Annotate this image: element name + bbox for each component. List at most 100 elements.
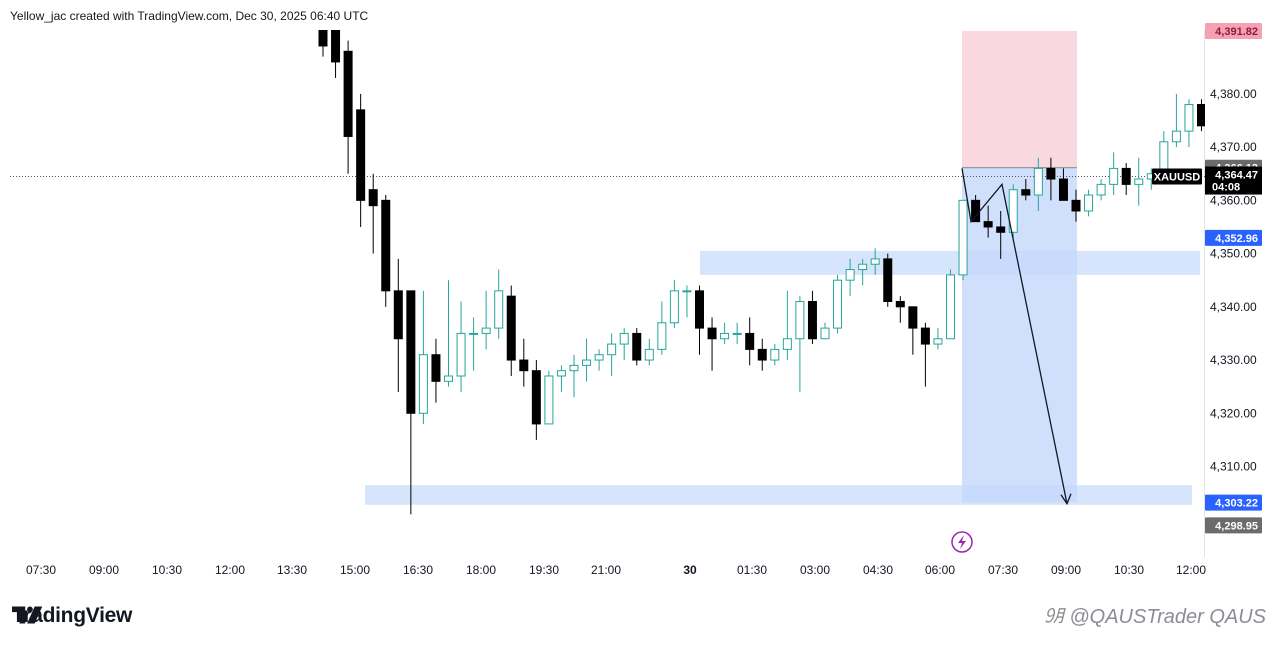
x-tick-label: 04:30 [863, 563, 893, 577]
candle-body [757, 348, 767, 361]
stop-price-tag-bg [1205, 22, 1262, 39]
candle-body [895, 300, 905, 308]
candle-body [431, 354, 441, 382]
candle-body [1021, 189, 1031, 196]
candle-body [632, 332, 642, 361]
candle [481, 290, 491, 350]
candle [343, 40, 353, 174]
candle [946, 269, 955, 340]
candle [607, 333, 617, 377]
x-tick-label: 15:00 [340, 563, 370, 577]
candle-body [946, 274, 955, 340]
target-price-tag-bg [1205, 494, 1262, 511]
candlestick-chart[interactable]: 4,310.00 4,320.00 4,330.00 4,340.00 4,350.00… [0, 0, 1280, 590]
candle-body [406, 290, 416, 414]
symbol-tag: XAUUSD [1152, 168, 1202, 185]
candle-body [883, 258, 893, 302]
take-profit-zone [962, 167, 1077, 503]
target-price-tag-text: 4,303.22 [1215, 498, 1258, 510]
candle [531, 360, 541, 440]
y-tick-label: 4,310.00 [1210, 460, 1257, 474]
candle [682, 285, 692, 318]
candle [870, 248, 880, 275]
candle [418, 290, 428, 424]
candle-body [519, 359, 529, 372]
candle-body [1121, 167, 1131, 185]
candle-body [582, 359, 592, 366]
stop-loss-zone [962, 30, 1077, 168]
candle-body [669, 290, 679, 324]
x-tick-label: 10:30 [1114, 563, 1144, 577]
candle-body [971, 199, 981, 223]
plot-area [10, 30, 1205, 515]
candle [494, 269, 504, 339]
candle-body [544, 375, 554, 425]
candle [1008, 184, 1018, 238]
candle-body [418, 354, 428, 414]
candle-body [494, 290, 504, 329]
candle-body [393, 290, 403, 340]
y-tick-label: 4,380.00 [1210, 87, 1257, 101]
candle [632, 328, 642, 366]
candle-body [770, 348, 780, 361]
candle [958, 199, 968, 281]
candle [895, 296, 905, 323]
candle-body [1134, 178, 1144, 185]
candle [883, 253, 893, 307]
candle-body [607, 343, 617, 356]
candle-body [556, 370, 566, 377]
candle [556, 365, 566, 392]
candle [1084, 189, 1094, 217]
x-tick-label: 30 [683, 563, 697, 577]
y-tick-label: 4,330.00 [1210, 353, 1257, 367]
candle [845, 258, 855, 297]
candle-body [356, 109, 366, 201]
candle-body [469, 332, 479, 335]
candle [745, 317, 755, 366]
candle-body [1184, 104, 1194, 132]
lightning-bolt-icon [958, 535, 966, 549]
candle [406, 290, 416, 515]
candle-body [331, 30, 341, 63]
candle [1046, 157, 1056, 201]
candle [1096, 179, 1106, 201]
candle [318, 30, 328, 57]
candle [920, 322, 930, 387]
candle [331, 30, 341, 78]
candle [469, 317, 479, 371]
candle [707, 317, 717, 371]
candle [431, 338, 441, 403]
candle-body [1008, 189, 1018, 233]
candle [1184, 99, 1194, 148]
candle [908, 306, 918, 355]
candle [732, 322, 742, 345]
candle-body [456, 332, 466, 377]
candle-body [996, 226, 1006, 233]
y-tick-label: 4,360.00 [1210, 193, 1257, 207]
x-tick-label: 09:00 [89, 563, 119, 577]
candle-body [318, 30, 328, 47]
candle-body [1033, 167, 1043, 196]
tradingview-logo-icon [12, 606, 43, 624]
x-tick-label: 18:00 [466, 563, 496, 577]
x-tick-label: 19:30 [529, 563, 559, 577]
band-price-tag-text: 4,352.96 [1215, 233, 1258, 245]
candle-body [920, 327, 930, 345]
candle [983, 205, 993, 238]
candle-body [619, 332, 629, 345]
low-price-tag-text: 4,298.95 [1215, 520, 1258, 532]
x-tick-label: 13:30 [277, 563, 307, 577]
candle-body [381, 199, 391, 292]
candle-body [858, 263, 868, 271]
low-price-tag: 4,298.95 [1205, 517, 1262, 534]
symbol-tag-bg [1152, 168, 1202, 185]
candle-body [782, 338, 792, 350]
candle-body [531, 370, 541, 425]
candle [996, 210, 1006, 259]
candle [1134, 157, 1144, 206]
candle [770, 344, 780, 366]
tradingview-logo: TradingView [12, 604, 132, 628]
candle-body [908, 306, 918, 329]
x-tick-label: 06:00 [925, 563, 955, 577]
candle-body [1096, 183, 1106, 196]
